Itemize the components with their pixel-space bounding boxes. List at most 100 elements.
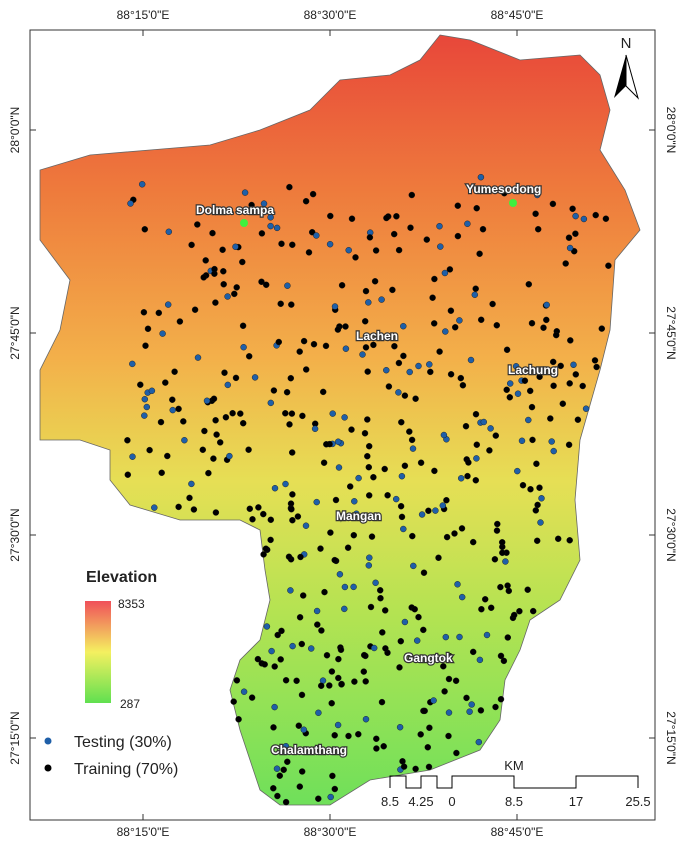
sample-point [308,645,315,652]
sample-point [440,663,447,670]
sample-point [466,708,473,715]
sample-point [549,200,557,208]
sample-point [551,371,559,378]
sample-point [275,338,282,346]
sample-point [572,230,579,237]
sample-point [248,201,255,209]
sample-point [501,189,508,197]
sample-point [400,525,407,533]
scale-label: 17 [569,794,583,809]
sample-point [230,698,237,705]
sample-point [245,446,252,453]
sample-point [396,664,403,671]
sample-point [300,726,307,733]
sample-point [397,638,404,645]
sample-point [559,400,566,407]
sample-point [371,644,378,652]
sample-point [436,222,443,230]
place-label: Chalamthang [271,743,347,757]
sample-point [355,731,362,738]
sample-point [393,495,400,503]
sample-point [271,663,278,670]
sample-point [361,651,368,659]
sample-point [524,586,531,593]
sample-point [565,441,573,448]
sample-point [151,504,158,511]
sample-point [337,646,345,653]
sample-point [566,537,573,544]
sample-point [271,485,279,492]
sample-point [302,522,310,529]
sample-point [268,647,275,655]
sample-point [511,611,518,619]
scale-bar [389,775,639,789]
sample-point [384,492,391,499]
sample-point [287,375,294,382]
sample-point [288,506,295,513]
sample-point [391,230,398,238]
sample-point [565,234,573,241]
sample-point [445,732,452,740]
sample-point [473,455,480,462]
study-area [39,34,641,806]
sample-point [380,743,387,750]
sample-point [326,682,333,689]
sample-point [144,325,152,332]
sample-point [342,323,349,330]
sample-point [503,386,510,393]
sample-point [348,426,355,433]
sample-point [494,520,501,528]
sample-point [270,785,277,792]
sample-point [300,337,308,345]
sample-point [140,309,148,316]
sample-point [409,532,416,540]
sample-point [582,405,590,412]
sample-point [334,721,342,729]
sample-point [381,465,388,473]
sample-point [327,793,334,801]
sample-point [477,707,485,714]
sample-point [452,677,460,684]
sample-point [439,502,446,509]
sample-point [377,587,384,594]
sample-point [328,668,336,675]
sample-point [157,418,165,426]
sample-point [593,363,600,371]
sample-point [222,414,230,421]
sample-point [445,709,453,716]
sample-point [488,604,495,611]
sample-point [299,768,306,775]
sample-point [475,738,482,746]
sample-point [504,582,511,589]
sample-point [175,503,182,511]
sample-point [467,356,475,364]
sample-point [447,371,455,378]
sample-point [350,583,357,591]
north-label: N [621,35,632,52]
sample-point [462,423,470,430]
sample-point [569,205,576,213]
sample-point [499,539,506,546]
sample-point [370,341,377,349]
sample-point [458,475,465,482]
sample-point [169,396,176,403]
latitude-label: 27°45'0"N [8,306,22,359]
sample-point [175,405,182,413]
sample-point [143,403,151,411]
sample-point [435,554,442,561]
sample-point [472,411,480,418]
sample-point [436,348,443,355]
sample-point [240,344,247,351]
legend-title: Elevation [86,569,157,586]
sample-point [267,516,274,523]
sample-point [341,583,349,591]
sample-point [497,652,505,660]
sample-point [124,471,132,478]
sample-point [141,396,149,403]
sample-point [320,388,327,396]
sample-point [169,406,176,414]
sample-point [302,197,310,205]
sample-point [286,421,293,428]
sample-point [371,278,379,285]
sample-point [382,645,389,652]
